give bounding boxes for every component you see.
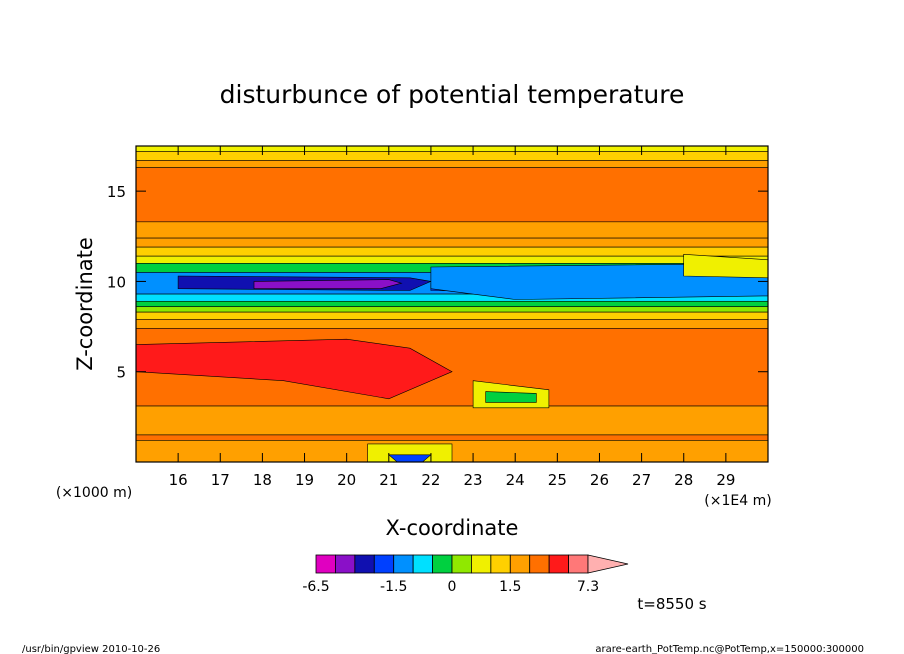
x-tick-label: 23 (464, 471, 483, 489)
x-tick-label: 26 (590, 471, 609, 489)
x-tick-label: 21 (379, 471, 398, 489)
x-tick-label: 29 (716, 471, 735, 489)
x-axis-ticks: 16 17 18 19 20 21 22 23 24 25 26 27 28 29 (169, 146, 735, 489)
contour-band (136, 319, 768, 329)
colorbar-label: 7.3 (577, 579, 599, 595)
contour-region (136, 338, 453, 400)
contour-region (683, 253, 768, 279)
contour-region (387, 454, 432, 462)
x-tick-label: 25 (548, 471, 567, 489)
colorbar-arrow (587, 554, 629, 574)
contour-band (136, 221, 768, 239)
colorbar-label: 1.5 (499, 579, 521, 595)
x-tick-label: 22 (421, 471, 440, 489)
colorbar-swatch (354, 554, 375, 574)
contour-band (136, 300, 768, 308)
contour-band (136, 151, 768, 161)
x-unit-left: (×1000 m) (56, 485, 132, 501)
x-tick-label: 17 (211, 471, 230, 489)
colorbar-swatch (490, 554, 511, 574)
colorbar-swatch (471, 554, 492, 574)
colorbar-label: 0 (448, 579, 457, 595)
colorbar-swatch (393, 554, 414, 574)
y-tick-label: 15 (107, 183, 126, 201)
contour-band (136, 160, 768, 168)
contour-band (136, 167, 768, 223)
y-tick-label: 5 (116, 364, 126, 382)
x-tick-label: 19 (295, 471, 314, 489)
colorbar-swatch (548, 554, 569, 574)
contour-band (136, 146, 768, 152)
x-tick-label: 16 (169, 471, 188, 489)
colorbar-swatch (373, 554, 395, 574)
contour-region (253, 279, 403, 290)
colorbar-label: -6.5 (302, 579, 329, 595)
plot-area (136, 146, 768, 462)
y-tick-label: 10 (107, 273, 126, 291)
x-tick-label: 27 (632, 471, 651, 489)
colorbar-swatch (412, 554, 433, 574)
colorbar-swatch (568, 554, 589, 574)
chart-title: disturbunce of potential temperature (220, 80, 685, 109)
contour-band (136, 405, 768, 436)
plot-frame (135, 145, 769, 463)
colorbar-label: -1.5 (380, 579, 407, 595)
colorbar-swatch (315, 554, 336, 574)
time-label: t=8550 s (637, 595, 706, 613)
x-tick-label: 24 (506, 471, 525, 489)
colorbar-swatch (335, 554, 356, 574)
x-tick-label: 28 (674, 471, 693, 489)
contour-region (485, 391, 537, 403)
footer-left: /usr/bin/gpview 2010-10-26 (22, 644, 160, 654)
contour-band (136, 246, 768, 257)
colorbar-swatch (451, 554, 472, 574)
contour-band (136, 255, 768, 264)
colorbar: -6.5 -1.5 0 1.5 7.3 (302, 554, 629, 595)
contour-band (136, 237, 768, 248)
colorbar-swatch (509, 554, 531, 574)
contour-band (136, 311, 768, 320)
x-tick-label: 20 (337, 471, 356, 489)
y-axis-label: Z-coordinate (73, 237, 97, 371)
x-unit-right: (×1E4 m) (704, 493, 771, 509)
x-axis-label: X-coordinate (386, 516, 519, 540)
y-axis-ticks: 5 10 15 (107, 183, 768, 382)
footer-right: arare-earth_PotTemp.nc@PotTemp,x=150000:… (595, 644, 864, 654)
colorbar-swatch (432, 554, 453, 574)
contour-band (136, 306, 768, 313)
x-tick-label: 18 (253, 471, 272, 489)
colorbar-swatch (529, 554, 550, 574)
